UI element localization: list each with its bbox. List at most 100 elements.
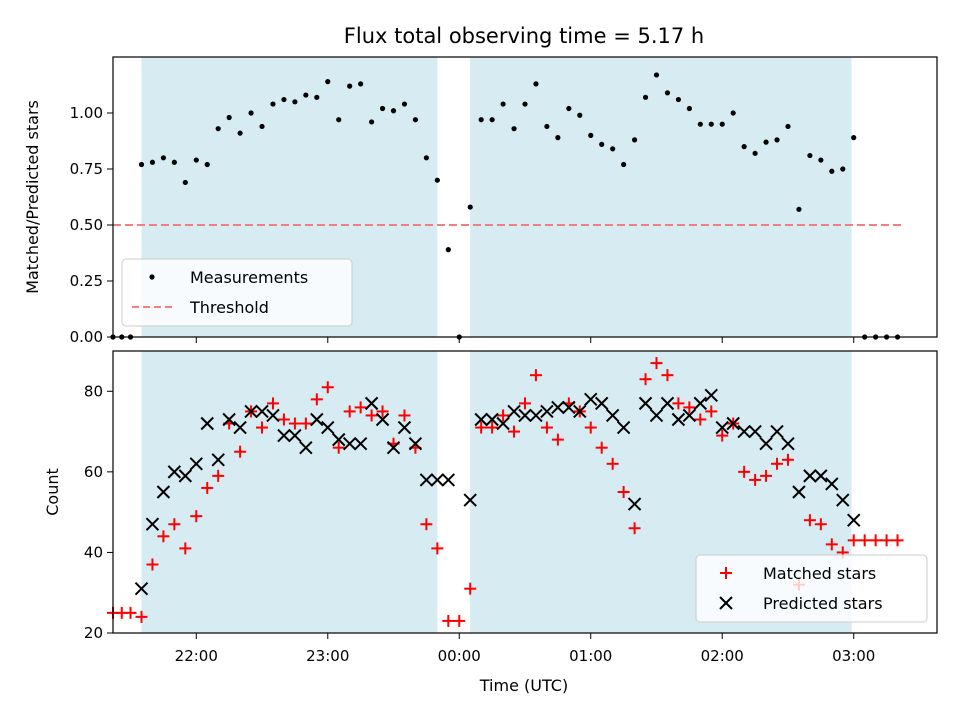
measurement-point — [303, 92, 309, 98]
measurement-point — [412, 117, 419, 123]
matched-star-point — [858, 534, 871, 547]
matched-star-point — [497, 409, 510, 422]
predicted-star-point — [737, 424, 751, 439]
measurement-point — [336, 117, 342, 123]
measurement-point — [697, 121, 703, 127]
top-y-axis-label: Matched/Predicted stars — [23, 100, 42, 294]
matched-star-point — [760, 469, 773, 482]
matched-star-point — [190, 510, 203, 523]
top-x-ticks — [195, 337, 855, 343]
matched-star-point — [617, 486, 630, 498]
predicted-star-point — [332, 432, 346, 447]
matched-star-point — [464, 582, 477, 595]
matched-star-point — [288, 417, 301, 430]
predicted-star-point — [649, 408, 664, 423]
measurement-point — [423, 155, 429, 161]
bottom-y-axis-label: Count — [43, 468, 62, 516]
predicted-star-point — [288, 428, 302, 443]
measurement-point — [237, 130, 243, 136]
matched-star-point — [847, 534, 860, 547]
top-y-tick-label: 0.25 — [70, 272, 103, 290]
matched-star-point — [354, 401, 367, 414]
legend-matched-marker — [720, 567, 732, 579]
legend-predicted-marker — [719, 596, 733, 610]
top-shaded-interval — [470, 57, 852, 337]
top-plot-frame — [112, 56, 938, 338]
predicted-star-point — [781, 436, 795, 451]
predicted-star-point — [616, 420, 631, 435]
top-measurement-points — [110, 72, 901, 340]
measurement-point — [642, 94, 649, 100]
matched-star-point — [508, 425, 521, 438]
predicted-star-point — [200, 416, 214, 431]
matched-star-point — [376, 405, 389, 418]
predicted-star-point — [573, 404, 587, 419]
matched-star-point — [299, 417, 312, 430]
matched-star-point — [650, 357, 663, 370]
x-axis-label: Time (UTC) — [479, 676, 568, 695]
matched-star-point — [431, 542, 444, 555]
measurement-point — [347, 83, 353, 89]
chart-title: Flux total observing time = 5.17 h — [344, 24, 704, 48]
matched-star-point — [453, 614, 466, 627]
x-tick-label: 03:00 — [832, 647, 875, 665]
predicted-star-point — [551, 400, 565, 415]
measurement-point — [522, 101, 528, 107]
measurement-point — [741, 144, 747, 150]
predicted-star-point — [803, 469, 817, 483]
predicted-star-point — [562, 400, 576, 415]
predicted-star-point — [605, 408, 620, 423]
measurement-point — [215, 126, 221, 132]
predicted-star-point — [375, 412, 390, 427]
predicted-star-point — [540, 404, 554, 419]
measurement-point — [774, 137, 780, 143]
predicted-star-point — [474, 412, 488, 427]
top-y-tick-label: 0.00 — [70, 328, 103, 346]
matched-star-point — [584, 421, 597, 434]
measurement-point — [358, 81, 364, 87]
matched-star-point — [332, 441, 345, 454]
matched-star-point — [420, 518, 433, 531]
measurement-point — [226, 114, 232, 121]
measurement-point — [325, 79, 331, 85]
matched-star-point — [628, 522, 641, 535]
predicted-star-point — [353, 436, 368, 451]
measurement-point — [664, 90, 671, 96]
bottom-y-tick-label: 60 — [84, 463, 103, 481]
predicted-star-point — [244, 404, 258, 419]
measurement-point — [763, 139, 769, 145]
predicted-star-point — [814, 469, 828, 483]
matched-star-point — [891, 534, 904, 547]
measurement-point — [368, 119, 375, 125]
x-tick-label: 01:00 — [569, 647, 612, 665]
predicted-star-point — [397, 420, 412, 435]
predicted-star-point — [693, 396, 708, 411]
matched-star-point — [606, 457, 619, 470]
matched-star-point — [749, 473, 762, 486]
matched-star-point — [124, 606, 137, 619]
predicted-star-point — [671, 412, 686, 427]
matched-star-point — [168, 518, 181, 531]
measurement-point — [818, 157, 824, 163]
measurement-point — [390, 108, 397, 114]
measurement-point — [401, 101, 408, 107]
measurement-point — [379, 105, 386, 112]
measurement-point — [675, 96, 682, 103]
measurement-point — [719, 121, 725, 127]
predicted-star-point — [770, 424, 784, 439]
x-tick-label: 23:00 — [306, 647, 349, 665]
predicted-star-point — [715, 420, 729, 435]
measurement-point — [851, 135, 857, 141]
measurement-point — [182, 179, 188, 186]
predicted-star-point — [419, 473, 434, 487]
predicted-star-point — [167, 465, 182, 479]
bottom-shaded-interval — [141, 351, 438, 633]
predicted-star-point — [189, 457, 203, 471]
bottom-y-tick-label: 20 — [84, 624, 103, 642]
predicted-star-point — [178, 469, 193, 483]
predicted-star-point — [441, 473, 456, 487]
measurement-point — [533, 81, 539, 87]
predicted-star-point — [321, 420, 335, 435]
top-legend: Measurements Threshold — [121, 258, 353, 327]
predicted-star-point — [518, 408, 532, 423]
